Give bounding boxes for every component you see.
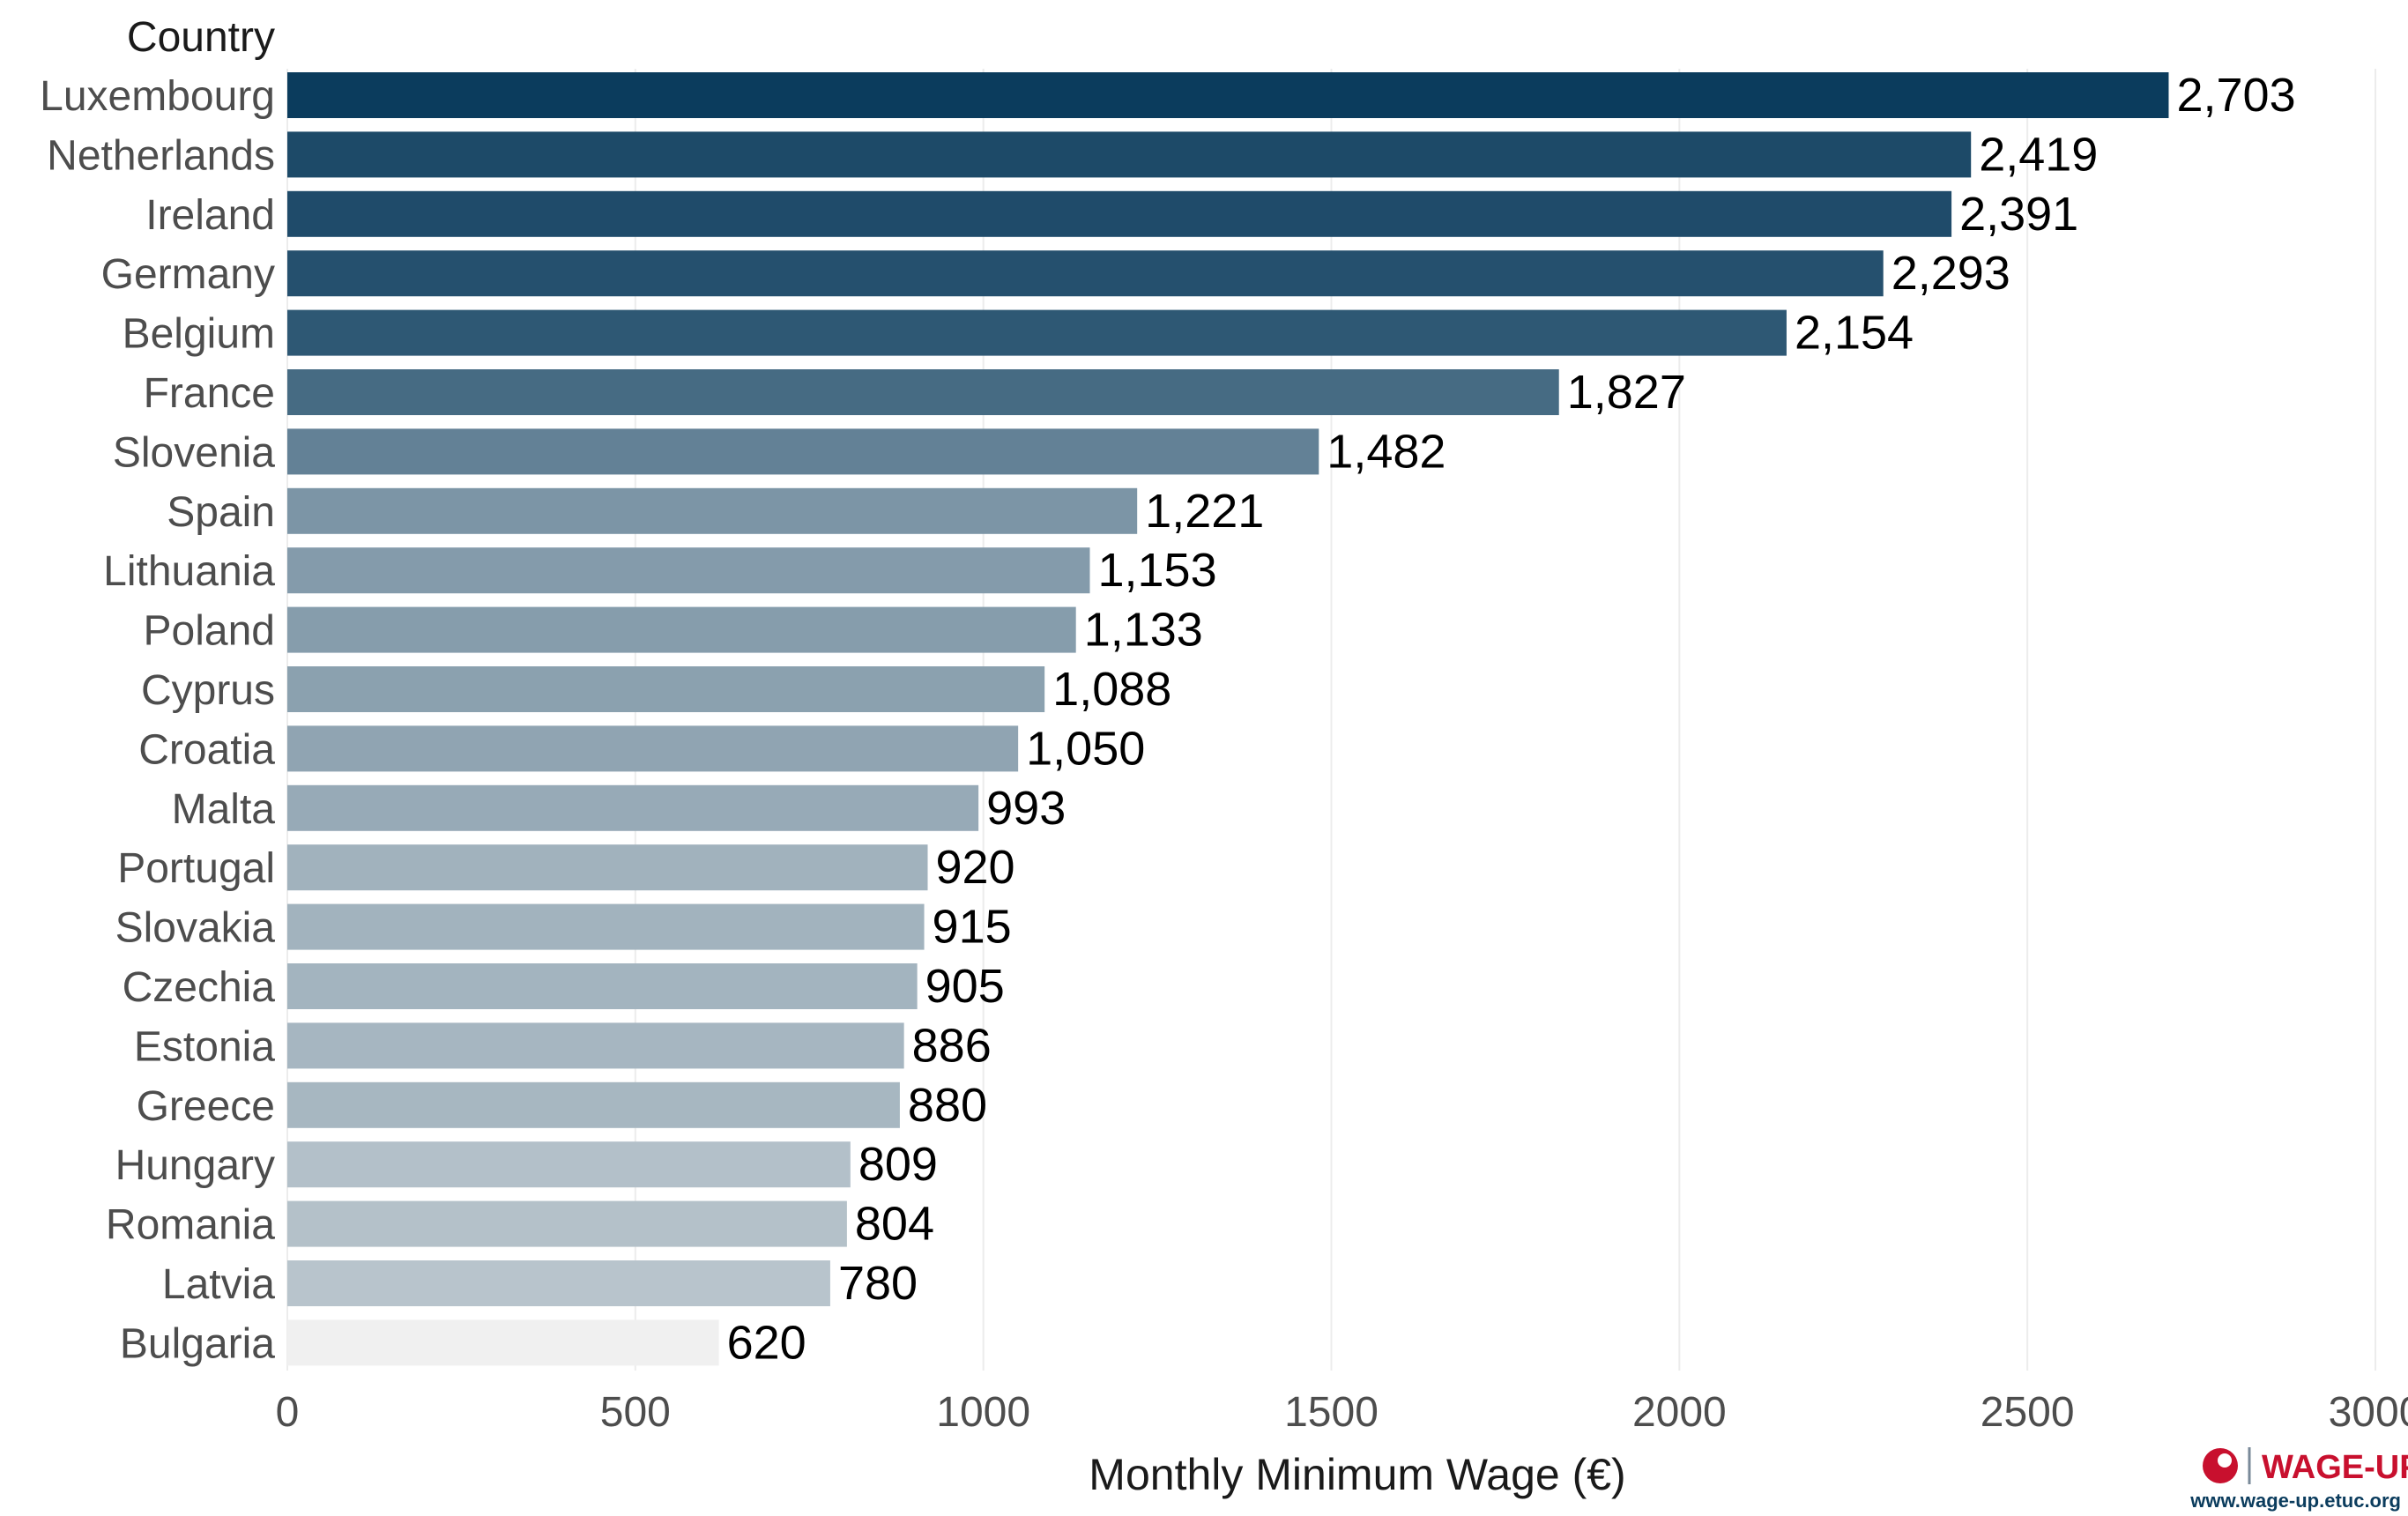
country-label: Slovakia: [115, 905, 276, 952]
value-label: 905: [925, 960, 1005, 1013]
value-label: 2,419: [1979, 128, 2098, 181]
value-label: 1,133: [1084, 604, 1203, 657]
country-label: Portugal: [117, 845, 275, 892]
bar: [287, 428, 1319, 475]
value-label: 920: [935, 841, 1014, 894]
country-label: Malta: [172, 786, 276, 833]
country-label: Ireland: [145, 192, 275, 239]
value-label: 1,050: [1026, 722, 1145, 775]
x-tick-label: 3000: [2329, 1389, 2408, 1436]
value-label: 2,703: [2176, 69, 2295, 122]
country-label: Netherlands: [47, 132, 275, 179]
x-tick-label: 1500: [1284, 1389, 1379, 1436]
bar: [287, 1319, 719, 1366]
country-label: Hungary: [115, 1142, 275, 1189]
logo-mark-inner-icon: [2218, 1453, 2232, 1468]
wage-up-logo: WAGE-UP www.wage-up.etuc.org: [2189, 1447, 2408, 1512]
bar: [287, 844, 928, 891]
bar: [287, 1081, 900, 1128]
country-labels: Luxembourg Netherlands Ireland Germany Belgi…: [40, 73, 275, 1367]
country-label: Spain: [167, 489, 275, 536]
bar: [287, 725, 1019, 772]
value-label: 915: [933, 901, 1012, 954]
y-axis-title: Country: [127, 14, 275, 61]
country-label: Lithuania: [103, 548, 275, 595]
country-label: Cyprus: [141, 667, 275, 714]
bar: [287, 547, 1090, 594]
country-label: Romania: [106, 1202, 275, 1249]
country-label: Czechia: [123, 964, 276, 1011]
bar: [287, 1141, 851, 1188]
country-label: Belgium: [123, 311, 275, 358]
x-tick-label: 0: [276, 1389, 300, 1436]
x-tick-label: 2500: [1981, 1389, 2075, 1436]
x-axis-ticks: 0 500 1000 1500 2000 2500 3000: [276, 1389, 2408, 1436]
value-label: 2,154: [1795, 307, 1914, 360]
value-label: 1,088: [1052, 663, 1171, 716]
value-label: 2,391: [1959, 188, 2078, 241]
bar: [287, 1260, 830, 1306]
bar: [287, 369, 1559, 415]
country-label: Poland: [144, 608, 275, 655]
value-label: 1,221: [1145, 485, 1264, 538]
country-label: Croatia: [138, 726, 275, 773]
country-label: Bulgaria: [120, 1320, 275, 1367]
country-label: Germany: [101, 251, 275, 298]
bar: [287, 487, 1138, 534]
bar: [287, 309, 1787, 356]
x-axis-title: Monthly Minimum Wage (€): [1089, 1450, 1625, 1499]
bar: [287, 1022, 904, 1069]
bar: [287, 666, 1045, 712]
value-label: 880: [908, 1079, 987, 1132]
country-label: Estonia: [134, 1023, 275, 1070]
value-label: 1,827: [1567, 366, 1686, 419]
bar: [287, 190, 1952, 237]
bar: [287, 903, 925, 950]
value-label: 620: [727, 1316, 806, 1369]
bar: [287, 1200, 847, 1247]
value-label: 993: [986, 782, 1066, 835]
country-label: France: [144, 370, 275, 417]
value-label: 886: [912, 1019, 992, 1072]
value-label: 804: [855, 1198, 934, 1251]
value-labels: 2,703 2,419 2,391 2,293 2,154 1,827 1,482 1,221…: [727, 69, 2296, 1369]
value-label: 1,482: [1327, 425, 1446, 478]
bar: [287, 784, 979, 831]
bars: [287, 72, 2169, 1366]
country-label: Slovenia: [113, 429, 275, 476]
brand-name: WAGE-UP: [2262, 1449, 2408, 1486]
value-label: 780: [838, 1257, 918, 1310]
bar: [287, 250, 1884, 297]
value-label: 809: [858, 1138, 938, 1191]
x-tick-label: 2000: [1632, 1389, 1727, 1436]
bar: [287, 72, 2169, 118]
x-tick-label: 1000: [936, 1389, 1030, 1436]
value-label: 2,293: [1891, 247, 2010, 300]
brand-url: www.wage-up.etuc.org: [2189, 1490, 2401, 1512]
bar: [287, 131, 1972, 178]
bar: [287, 963, 918, 1009]
x-tick-label: 500: [600, 1389, 671, 1436]
country-label: Latvia: [162, 1261, 275, 1308]
country-label: Greece: [137, 1083, 275, 1130]
country-label: Luxembourg: [40, 73, 275, 120]
value-label: 1,153: [1097, 544, 1216, 597]
bar: [287, 606, 1076, 653]
